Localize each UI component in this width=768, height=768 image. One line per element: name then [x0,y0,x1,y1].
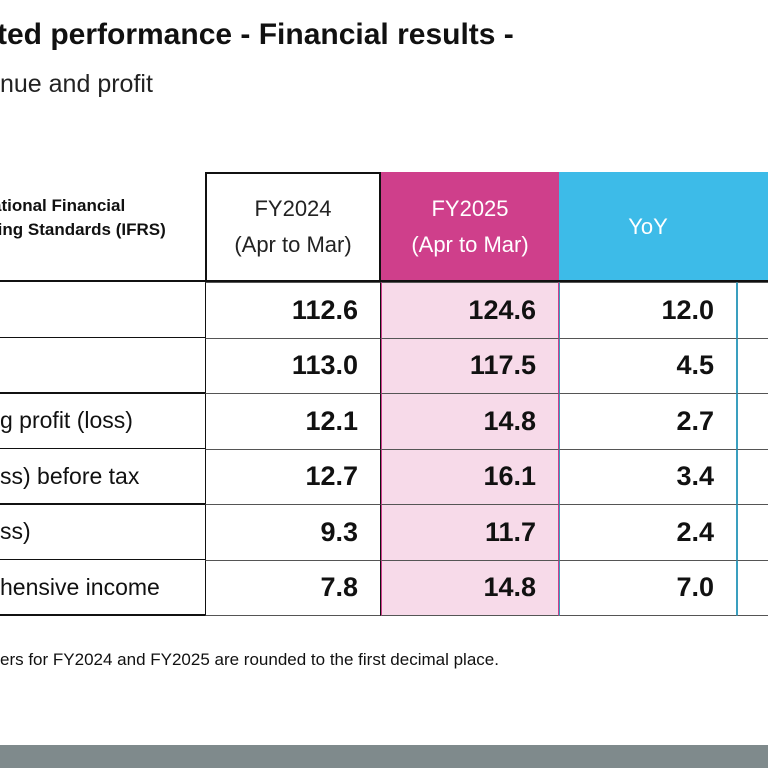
cell: 12.7 [205,448,381,505]
cell: 124.6 [381,282,559,339]
cell: 112.6 [205,282,381,339]
column-header-line: (Apr to Mar) [411,232,529,257]
rule [0,336,205,338]
column-header [737,172,768,282]
cell: 7.0 [559,559,737,616]
row-label: hensive income [0,573,160,600]
footnote: ers for FY2024 and FY2025 are rounded to… [0,650,499,669]
column-header: FY2025 (Apr to Mar) [381,172,559,282]
cell [737,393,768,450]
cell: 11.7 [381,504,559,561]
header-label-line: ational Financial [0,196,126,215]
cell [737,282,768,339]
cell [737,337,768,394]
rule [0,447,205,449]
cell [737,559,768,616]
column-header-line: FY2024 [254,196,332,221]
footer-bar [0,745,768,768]
column-header-line: (Apr to Mar) [234,232,352,257]
column-header-line: FY2025 [431,196,509,221]
cell: 113.0 [205,337,381,394]
cell: 12.1 [205,393,381,450]
cell: 7.8 [205,559,381,616]
cell: 16.1 [381,448,559,505]
rule [0,280,768,282]
cell: 2.4 [559,504,737,561]
header-label-line: ting Standards (IFRS) [0,220,166,239]
rule [0,558,205,560]
cell: 9.3 [205,504,381,561]
rule [0,614,205,616]
header-label: ational Financial ting Standards (IFRS) [0,194,166,242]
row-label: ss) [0,518,31,545]
cell: 2.7 [559,393,737,450]
cell: 14.8 [381,393,559,450]
cell: 117.5 [381,337,559,394]
title: ted performance - Financial results - [0,18,514,51]
column-header: YoY [559,172,737,282]
cell: 12.0 [559,282,737,339]
rule [0,392,205,394]
rule [0,503,205,505]
column-header-line: YoY [628,214,668,239]
subtitle: nue and profit [0,70,153,98]
row-label: ss) before tax [0,462,140,489]
cell [737,504,768,561]
cell [737,448,768,505]
cell: 3.4 [559,448,737,505]
cell: 14.8 [381,559,559,616]
column-header: FY2024 (Apr to Mar) [205,172,381,282]
cell: 4.5 [559,337,737,394]
row-label: g profit (loss) [0,407,133,434]
